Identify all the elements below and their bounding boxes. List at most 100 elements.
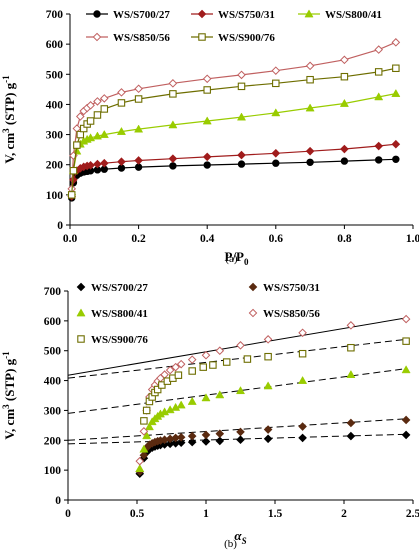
data-point: [117, 157, 126, 167]
x-tick-label: 1.0: [406, 233, 419, 245]
data-point: [117, 88, 126, 97]
y-axis-label: V, cm3 (STP) g-1: [1, 351, 17, 440]
y-tick-label: 400: [44, 376, 62, 388]
data-point: [201, 393, 211, 402]
data-point: [298, 422, 307, 431]
data-point: [392, 64, 400, 73]
data-point: [86, 117, 95, 125]
x-tick-label: 2: [341, 508, 347, 520]
data-point: [174, 371, 183, 379]
data-point: [169, 90, 177, 98]
data-point: [243, 355, 252, 363]
data-point: [75, 112, 85, 121]
data-point: [401, 365, 411, 374]
data-point: [144, 422, 154, 431]
legend-item: WS/S850/56: [248, 308, 320, 320]
data-point: [139, 450, 149, 460]
data-point: [298, 375, 308, 384]
data-point: [93, 159, 102, 169]
data-point: [176, 438, 186, 447]
data-point: [263, 425, 273, 434]
legend-item: WS/S850/56: [86, 32, 170, 44]
series-1: [67, 139, 401, 201]
data-point: [236, 435, 245, 444]
x-tick-label: 0.4: [200, 233, 215, 245]
y-tick-label: 700: [46, 9, 64, 21]
legend-item: WS/S800/41: [298, 9, 382, 21]
data-point: [209, 361, 217, 369]
y-axis-label: V, cm3 (STP) g-1: [1, 75, 17, 164]
y-tick-label: 100: [46, 190, 64, 202]
legend-marker: [92, 32, 102, 42]
legend-item: WS/S800/41: [76, 308, 148, 320]
series-2: [135, 365, 411, 472]
x-tick-label: 1.5: [268, 508, 283, 520]
data-point: [401, 430, 411, 440]
data-point: [374, 45, 384, 54]
legend-label: WS/S900/76: [91, 334, 148, 346]
x-tick-label: 0.8: [337, 233, 352, 245]
legend-label: WS/S750/31: [263, 282, 320, 294]
legend-marker: [248, 308, 258, 318]
legend-item: WS/S750/31: [248, 282, 320, 294]
data-point: [169, 162, 177, 170]
data-point: [237, 150, 246, 160]
data-point: [202, 152, 212, 162]
data-point: [271, 148, 281, 158]
data-point: [264, 352, 272, 361]
data-point: [298, 328, 307, 338]
data-point: [135, 464, 145, 472]
data-point: [306, 75, 314, 84]
legend-marker: [77, 335, 85, 343]
data-point: [340, 157, 349, 165]
y-tick-label: 500: [44, 346, 62, 358]
data-point: [140, 417, 148, 425]
fit-line-3: [67, 317, 407, 376]
data-point: [305, 103, 315, 112]
data-point: [139, 444, 149, 453]
data-point: [187, 431, 197, 441]
data-point: [347, 343, 355, 352]
data-point: [305, 146, 315, 156]
legend-marker: [76, 282, 86, 292]
data-point: [134, 124, 144, 133]
legend-marker: [76, 308, 86, 317]
data-point: [346, 431, 356, 441]
data-point: [199, 363, 207, 371]
data-point: [117, 99, 126, 107]
legend-label: WS/S800/41: [91, 308, 148, 320]
data-point: [236, 427, 245, 437]
data-point: [134, 156, 143, 165]
data-point: [236, 341, 245, 350]
chart-panel-a: 0 100 200 300 400 500 600 700 0.0 0.2 0.4 0.6 0.8 1.0…: [1, 9, 419, 267]
data-point: [187, 355, 197, 364]
data-point: [187, 396, 197, 405]
data-point: [176, 432, 186, 442]
series-2: [67, 88, 401, 196]
data-point: [92, 131, 102, 140]
data-point: [168, 154, 178, 163]
data-point: [237, 160, 246, 168]
data-point: [187, 437, 197, 447]
data-point: [202, 74, 212, 84]
data-point: [202, 116, 212, 125]
data-point: [203, 161, 211, 169]
data-point: [298, 349, 307, 358]
panel-caption: (a): [225, 253, 238, 265]
data-point: [134, 163, 143, 171]
data-point: [116, 126, 126, 135]
data-point: [176, 400, 186, 409]
data-point: [76, 130, 85, 139]
data-point: [67, 191, 76, 199]
data-point: [215, 346, 225, 356]
data-point: [153, 385, 162, 394]
data-point: [69, 166, 78, 175]
series-4: [140, 337, 410, 425]
data-point: [215, 436, 225, 446]
x-tick-label: 0.2: [131, 233, 146, 245]
legend-label: WS/S850/56: [263, 308, 320, 320]
data-point: [99, 129, 109, 138]
legend-label: WS/S800/41: [325, 9, 382, 21]
data-point: [99, 94, 109, 103]
